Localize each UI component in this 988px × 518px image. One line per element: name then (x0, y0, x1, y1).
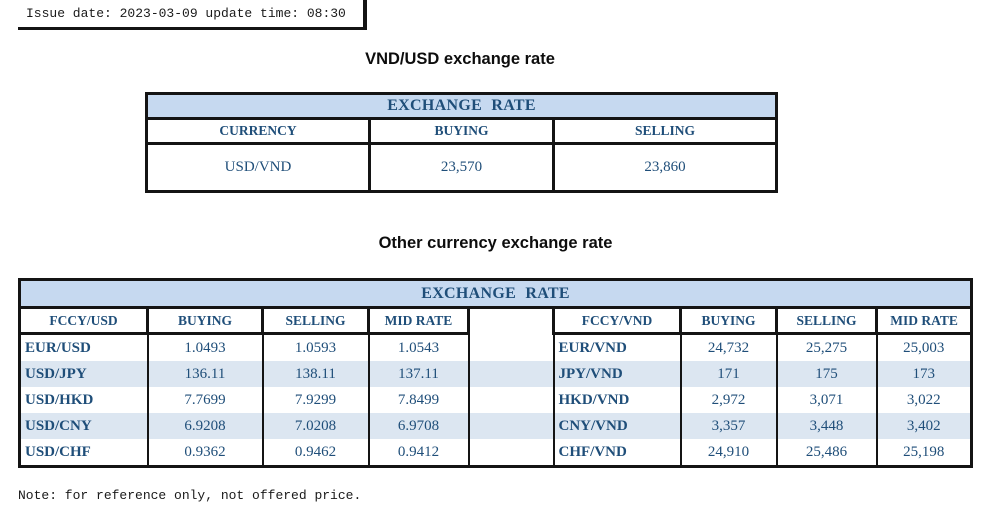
column-header-buying: BUYING (146, 306, 264, 335)
currency-pair-cell: CHF/VND (552, 439, 682, 467)
column-header-fccy-vnd: FCCY/VND (552, 306, 682, 335)
column-header-buying: BUYING (368, 117, 555, 145)
currency-pair-cell: USD/CHF (18, 439, 149, 467)
currency-pair-cell: CNY/VND (552, 413, 682, 439)
issue-date-box: Issue date: 2023-03-09 update time: 08:3… (18, 0, 367, 30)
currency-pair-cell: USD/JPY (18, 361, 149, 387)
selling-rate-cell: 7.9299 (261, 387, 370, 413)
buying-rate-cell: 1.0493 (146, 333, 264, 361)
table-row: USD/VND 23,570 23,860 (145, 142, 779, 193)
table-row: USD/CNY 6.9208 7.0208 6.9708 CNY/VND 3,3… (18, 413, 974, 439)
other-table-caption: EXCHANGE RATE (17, 278, 974, 309)
selling-rate-cell: 0.9462 (261, 439, 370, 467)
mid-rate-cell: 1.0543 (367, 333, 470, 361)
selling-rate-cell: 175 (775, 361, 878, 387)
selling-rate-cell: 25,486 (775, 439, 878, 467)
mid-rate-cell: 7.8499 (367, 387, 470, 413)
currency-pair-cell: EUR/VND (552, 333, 682, 361)
separator-cell (467, 387, 555, 413)
issue-date-text: Issue date: 2023-03-09 update time: 08:3… (26, 6, 346, 21)
other-exchange-table: EXCHANGE RATE FCCY/USD BUYING SELLING MI… (17, 278, 974, 468)
column-header-mid-rate: MID RATE (874, 306, 974, 335)
currency-pair-cell: HKD/VND (552, 387, 682, 413)
usd-exchange-table: EXCHANGE RATE CURRENCY BUYING SELLING US… (144, 92, 779, 193)
selling-rate-cell: 23,860 (551, 142, 779, 193)
buying-rate-cell: 6.9208 (146, 413, 264, 439)
currency-pair-cell: JPY/VND (552, 361, 682, 387)
separator-cell (467, 413, 555, 439)
column-header-fccy-usd: FCCY/USD (18, 306, 149, 335)
column-header-selling: SELLING (775, 306, 878, 335)
selling-rate-cell: 3,071 (775, 387, 878, 413)
buying-rate-cell: 3,357 (679, 413, 778, 439)
usd-table-caption: EXCHANGE RATE (144, 92, 779, 120)
column-header-buying: BUYING (679, 306, 778, 335)
table-caption-row: EXCHANGE RATE (17, 278, 974, 309)
buying-rate-cell: 0.9362 (146, 439, 264, 467)
other-table-title: Other currency exchange rate (378, 234, 613, 252)
table-caption-row: EXCHANGE RATE (144, 92, 779, 120)
usd-table-title: VND/USD exchange rate (365, 50, 555, 68)
mid-rate-cell: 137.11 (367, 361, 470, 387)
mid-rate-cell: 3,402 (875, 413, 974, 439)
reference-note: Note: for reference only, not offered pr… (18, 488, 362, 503)
selling-rate-cell: 25,275 (775, 333, 878, 361)
separator-cell (467, 439, 555, 467)
table-row: EUR/USD 1.0493 1.0593 1.0543 EUR/VND 24,… (18, 333, 974, 361)
currency-pair-cell: USD/VND (145, 142, 371, 193)
table-row: USD/JPY 136.11 138.11 137.11 JPY/VND 171… (18, 361, 974, 387)
mid-rate-cell: 3,022 (875, 387, 974, 413)
mid-rate-cell: 25,003 (875, 333, 974, 361)
buying-rate-cell: 171 (679, 361, 778, 387)
table-row: USD/HKD 7.7699 7.9299 7.8499 HKD/VND 2,9… (18, 387, 974, 413)
buying-rate-cell: 24,732 (679, 333, 778, 361)
table-row: USD/CHF 0.9362 0.9462 0.9412 CHF/VND 24,… (18, 439, 974, 467)
selling-rate-cell: 7.0208 (261, 413, 370, 439)
table-header-row: FCCY/USD BUYING SELLING MID RATE FCCY/VN… (18, 306, 974, 335)
mid-rate-cell: 25,198 (875, 439, 974, 467)
buying-rate-cell: 136.11 (146, 361, 264, 387)
mid-rate-cell: 6.9708 (367, 413, 470, 439)
separator-cell (467, 307, 555, 334)
column-header-currency: CURRENCY (145, 117, 371, 145)
buying-rate-cell: 2,972 (679, 387, 778, 413)
currency-pair-cell: USD/HKD (18, 387, 149, 413)
currency-pair-cell: USD/CNY (18, 413, 149, 439)
separator-cell (467, 333, 555, 361)
column-header-selling: SELLING (261, 306, 370, 335)
currency-pair-cell: EUR/USD (18, 333, 149, 361)
column-header-mid-rate: MID RATE (367, 306, 470, 335)
mid-rate-cell: 0.9412 (367, 439, 470, 467)
selling-rate-cell: 138.11 (261, 361, 370, 387)
column-header-selling: SELLING (551, 117, 779, 145)
buying-rate-cell: 23,570 (368, 142, 555, 193)
buying-rate-cell: 24,910 (679, 439, 778, 467)
separator-cell (467, 361, 555, 387)
mid-rate-cell: 173 (875, 361, 974, 387)
buying-rate-cell: 7.7699 (146, 387, 264, 413)
selling-rate-cell: 3,448 (775, 413, 878, 439)
table-header-row: CURRENCY BUYING SELLING (145, 117, 779, 145)
selling-rate-cell: 1.0593 (261, 333, 370, 361)
